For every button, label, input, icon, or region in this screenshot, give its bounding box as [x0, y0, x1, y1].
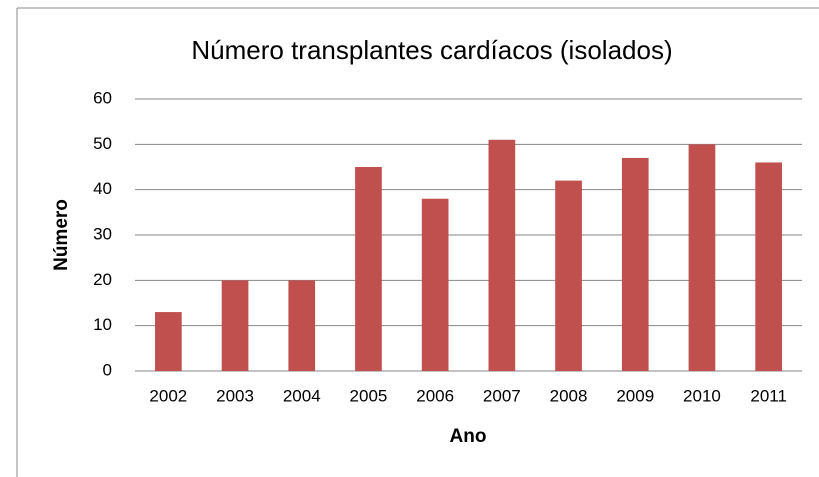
x-tick-label: 2009 — [616, 386, 654, 405]
bar — [621, 157, 649, 371]
y-tick-label: 10 — [93, 315, 112, 334]
y-axis-title: Número — [51, 199, 72, 271]
x-tick-label: 2006 — [416, 386, 454, 405]
x-tick-label: 2005 — [350, 386, 388, 405]
bar — [355, 167, 382, 371]
x-tick-label: 2004 — [283, 386, 321, 405]
y-tick-label: 50 — [93, 134, 112, 153]
chart-title: Número transplantes cardíacos (isolados) — [191, 35, 672, 65]
bar — [421, 198, 449, 371]
y-tick-label: 60 — [93, 88, 112, 107]
bar — [221, 280, 249, 371]
y-tick-label: 20 — [93, 270, 112, 289]
bar — [755, 162, 782, 371]
bar — [288, 280, 316, 371]
bar — [488, 139, 516, 371]
x-axis-title: Ano — [450, 426, 487, 447]
x-tick-label: 2007 — [483, 386, 521, 405]
x-tick-label: 2011 — [750, 386, 787, 405]
bar — [155, 312, 182, 371]
bar — [688, 144, 716, 371]
x-tick-label: 2008 — [550, 386, 588, 405]
x-tick-label: 2002 — [149, 386, 187, 405]
x-tick-label: 2003 — [216, 386, 254, 405]
x-tick-label: 2010 — [683, 386, 721, 405]
y-tick-label: 40 — [93, 179, 112, 198]
bar — [555, 180, 582, 371]
y-tick-label: 30 — [93, 224, 112, 243]
y-tick-label: 0 — [103, 360, 112, 379]
